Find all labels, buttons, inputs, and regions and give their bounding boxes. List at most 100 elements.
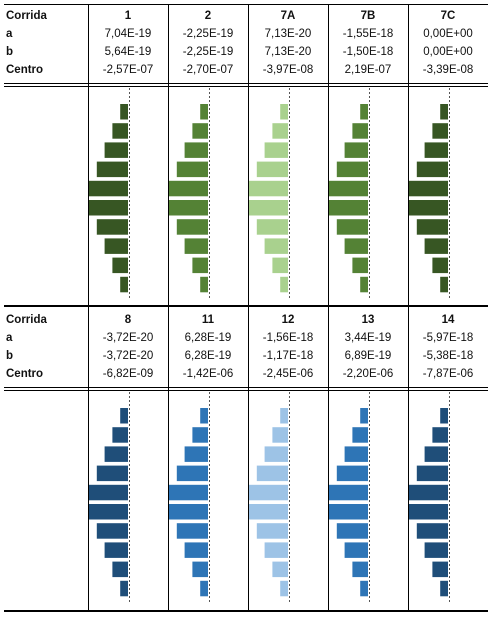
value-a: 0,00E+00: [423, 28, 473, 40]
bar: [104, 542, 128, 558]
bar: [184, 542, 208, 558]
value-b: -3,72E-20: [102, 350, 154, 362]
chart-panel-row-bottom: [89, 392, 450, 604]
value-centro: -3,97E-08: [262, 64, 314, 76]
bar: [360, 408, 368, 424]
bar: [104, 238, 128, 254]
bar: [96, 523, 128, 539]
value-b: 6,28E-19: [184, 350, 232, 362]
bar: [352, 427, 368, 443]
bar: [264, 542, 288, 558]
bar: [440, 408, 448, 424]
bar: [176, 219, 208, 235]
bar: [256, 161, 288, 178]
bar: [192, 257, 208, 274]
value-b: -1,50E-18: [342, 46, 394, 58]
bar: [120, 276, 128, 293]
bar: [169, 200, 208, 216]
run-header: 11: [201, 314, 215, 326]
bar: [440, 104, 448, 120]
value-a: 6,28E-19: [184, 332, 232, 344]
row-label-centro: Centro: [6, 64, 44, 76]
table-top-border: [4, 4, 488, 5]
bar: [256, 465, 288, 482]
value-b: 0,00E+00: [423, 46, 473, 58]
bar: [432, 123, 448, 139]
column-separator: [328, 4, 329, 611]
bar: [120, 580, 128, 597]
value-a: -5,97E-18: [422, 332, 474, 344]
bar: [200, 104, 208, 120]
bar: [424, 238, 448, 254]
bar: [360, 104, 368, 120]
value-centro: -2,20E-06: [342, 368, 394, 380]
bar: [329, 180, 368, 197]
bar: [352, 123, 368, 139]
bar: [272, 123, 288, 139]
column-separator: [248, 4, 249, 611]
run-header: 7C: [440, 10, 456, 22]
bar: [360, 580, 368, 597]
bar: [249, 484, 288, 501]
bar: [200, 580, 208, 597]
bar: [184, 142, 208, 158]
value-centro: -2,57E-07: [102, 64, 154, 76]
bar: [416, 465, 448, 482]
value-centro: -2,70E-07: [182, 64, 234, 76]
bar: [440, 276, 448, 293]
bar: [176, 465, 208, 482]
bar: [432, 561, 448, 578]
bar: [96, 219, 128, 235]
value-centro: 2,19E-07: [344, 64, 392, 76]
value-centro: -6,82E-09: [102, 368, 154, 380]
bar: [89, 200, 128, 216]
bar: [329, 484, 368, 501]
bar: [200, 408, 208, 424]
column-separator: [168, 4, 169, 611]
bar: [272, 257, 288, 274]
run-header: 2: [204, 10, 212, 22]
run-header: 1: [124, 10, 132, 22]
table-bottom-border: [4, 610, 488, 612]
row-label-corrida: Corrida: [6, 314, 47, 326]
bar: [336, 219, 368, 235]
bar: [432, 257, 448, 274]
bar: [424, 142, 448, 158]
bar: [89, 504, 128, 520]
column-separator: [88, 4, 89, 611]
value-b: -1,17E-18: [262, 350, 314, 362]
bar: [280, 276, 288, 293]
bar: [96, 465, 128, 482]
row-label-a: a: [6, 332, 13, 344]
bar: [176, 523, 208, 539]
run-header: 8: [124, 314, 132, 326]
value-a: 7,13E-20: [264, 28, 312, 40]
bar: [249, 180, 288, 197]
value-b: 7,13E-20: [264, 46, 312, 58]
value-a: -2,25E-19: [182, 28, 234, 40]
bar: [416, 523, 448, 539]
row-label-b: b: [6, 350, 14, 362]
table-divider: [4, 390, 488, 391]
bar: [192, 427, 208, 443]
bar: [352, 561, 368, 578]
bar: [409, 504, 448, 520]
bar: [192, 123, 208, 139]
bar: [264, 142, 288, 158]
bar: [344, 238, 368, 254]
bar: [89, 484, 128, 501]
bar: [336, 465, 368, 482]
section-divider: [4, 305, 488, 307]
bar: [280, 580, 288, 597]
bar: [192, 561, 208, 578]
chart-panel-row-top: [89, 88, 450, 300]
bar: [416, 161, 448, 178]
bar: [200, 276, 208, 293]
bar: [344, 142, 368, 158]
run-header: 14: [441, 314, 455, 326]
table-divider: [4, 387, 488, 388]
bar: [112, 561, 128, 578]
bar: [104, 142, 128, 158]
bar: [272, 427, 288, 443]
value-a: -1,56E-18: [262, 332, 314, 344]
